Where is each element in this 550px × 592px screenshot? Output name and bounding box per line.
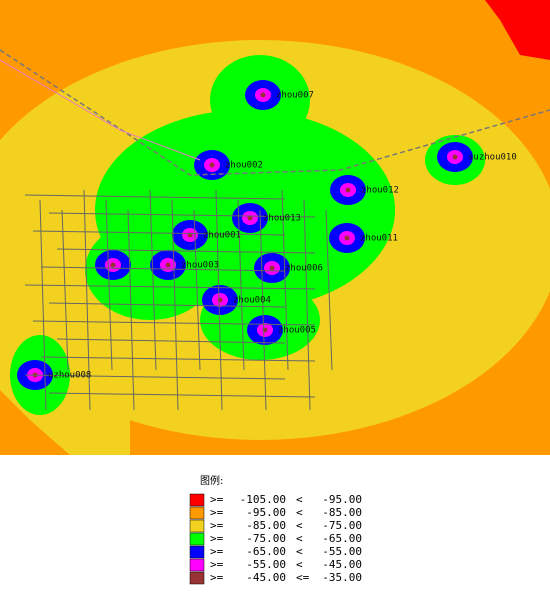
roads	[0, 49, 550, 411]
road	[105, 199, 113, 371]
road	[48, 212, 316, 218]
site-label: zhou002	[225, 161, 263, 171]
legend-swatch	[189, 519, 205, 533]
legend-low: -105.00	[240, 493, 286, 506]
legend-high: -45.00	[322, 558, 362, 571]
road	[215, 189, 223, 411]
legend-swatch	[189, 545, 205, 559]
legend-op: <	[296, 506, 303, 519]
sites: zhou007 zhou002 suzhou010 zhou012 zhou013 zho…	[48, 91, 517, 381]
road	[40, 356, 316, 362]
site-label: zhou003	[181, 261, 219, 271]
site-label: uzhou008	[48, 371, 91, 381]
cell-center	[269, 265, 275, 271]
legend-swatch	[189, 493, 205, 507]
legend-op: >=	[210, 493, 224, 506]
site-label: zhou012	[361, 186, 399, 196]
legend-op: <=	[296, 571, 310, 584]
road	[56, 338, 286, 344]
legend-low: -75.00	[246, 532, 286, 545]
legend-swatch	[189, 532, 205, 546]
legend-high: -95.00	[322, 493, 362, 506]
legend-high: -65.00	[322, 532, 362, 545]
road	[48, 392, 316, 398]
legend-op: >=	[210, 571, 224, 584]
legend: >= -105.00 < -95.00 >= -95.00 < -85.00 >= -85.00 <…	[189, 493, 362, 585]
legend-op: <	[296, 519, 303, 532]
legend-high: -85.00	[322, 506, 362, 519]
cell-center	[452, 154, 458, 160]
legend-swatch	[189, 558, 205, 572]
zone	[485, 0, 550, 60]
legend-low: -85.00	[246, 519, 286, 532]
road	[237, 199, 245, 371]
road	[193, 209, 201, 371]
legend-op: <	[296, 532, 303, 545]
road	[0, 59, 201, 161]
legend-swatch	[189, 571, 205, 585]
road	[24, 374, 286, 380]
legend-low: -55.00	[246, 558, 286, 571]
road	[24, 284, 316, 290]
site-label: zhou011	[360, 234, 398, 244]
cell-center	[217, 297, 223, 303]
road	[61, 209, 69, 371]
site-label: zhou007	[276, 91, 314, 101]
site-label: zhou013	[263, 214, 301, 224]
road	[83, 189, 91, 411]
legend-low: -65.00	[246, 545, 286, 558]
zone	[0, 390, 70, 455]
legend-low: -45.00	[246, 571, 286, 584]
site-label: suzhou010	[468, 153, 517, 163]
legend-op: >=	[210, 532, 224, 545]
road	[325, 209, 333, 371]
legend-op: >=	[210, 545, 224, 558]
legend-high: -75.00	[322, 519, 362, 532]
cell-center	[209, 162, 215, 168]
legend-high: -35.00	[322, 571, 362, 584]
site-label: zhou006	[285, 264, 323, 274]
road	[303, 199, 311, 411]
legend-op: >=	[210, 506, 224, 519]
road	[40, 266, 286, 272]
road	[149, 189, 157, 371]
cell-center	[110, 262, 116, 268]
road	[32, 320, 316, 326]
cell-center	[165, 262, 171, 268]
legend-op: >=	[210, 519, 224, 532]
cell-center	[247, 215, 253, 221]
legend-swatch	[189, 506, 205, 520]
railway	[0, 49, 550, 176]
road	[281, 189, 289, 371]
road	[24, 194, 286, 200]
legend-op: <	[296, 493, 303, 506]
legend-low: -95.00	[246, 506, 286, 519]
road	[48, 302, 286, 308]
road	[56, 248, 316, 254]
cell-center	[260, 92, 266, 98]
cell-center	[344, 235, 350, 241]
cell-center	[345, 187, 351, 193]
road	[32, 230, 286, 236]
legend-op: >=	[210, 558, 224, 571]
legend-op: <	[296, 545, 303, 558]
site-label: zhou001	[203, 231, 241, 241]
site-label: zhou005	[278, 326, 316, 336]
site-label: zhou004	[233, 296, 271, 306]
zone	[370, 330, 550, 455]
legend-title: 图例:	[200, 474, 223, 487]
legend-op: <	[296, 558, 303, 571]
legend-high: -55.00	[322, 545, 362, 558]
road	[259, 209, 267, 411]
